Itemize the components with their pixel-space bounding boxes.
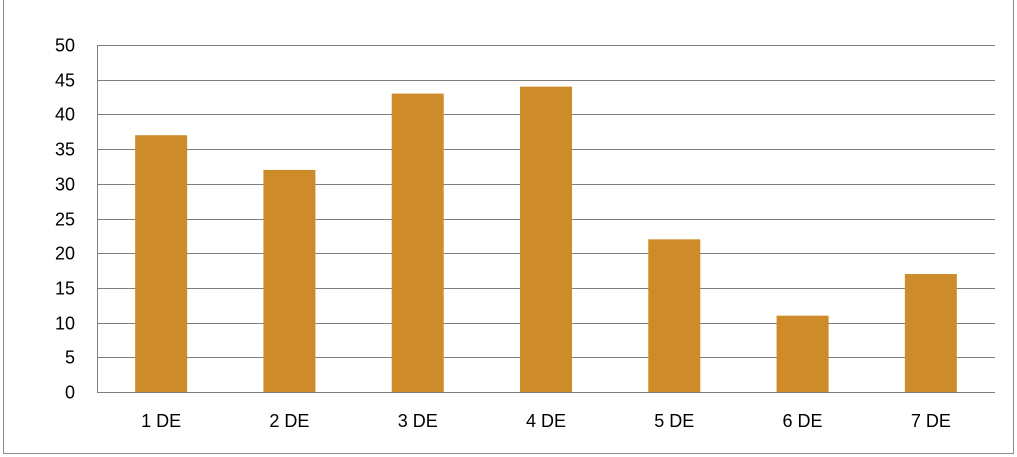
x-tick-label: 5 DE [654, 411, 694, 431]
y-tick-label: 30 [55, 175, 75, 195]
axes [97, 45, 995, 393]
bar-7-de [904, 274, 957, 392]
x-tick-label: 2 DE [269, 411, 309, 431]
bar-1-de [135, 135, 188, 392]
y-tick-label: 50 [55, 36, 75, 56]
x-tick-label: 4 DE [526, 411, 566, 431]
x-axis-tick-labels: 1 DE 2 DE 3 DE 4 DE 5 DE 6 DE 7 DE [141, 411, 951, 431]
y-tick-label: 45 [55, 71, 75, 91]
y-tick-label: 20 [55, 244, 75, 264]
x-tick-label: 3 DE [398, 411, 438, 431]
x-tick-label: 1 DE [141, 411, 181, 431]
x-tick-label: 7 DE [911, 411, 951, 431]
bar-5-de [648, 239, 701, 392]
x-tick-label: 6 DE [783, 411, 823, 431]
bar-6-de [776, 315, 829, 392]
bar-3-de [391, 93, 444, 392]
y-tick-label: 40 [55, 105, 75, 125]
y-tick-label: 0 [65, 383, 75, 403]
bar-4-de [520, 86, 572, 392]
bar-2-de [263, 169, 316, 392]
y-tick-label: 10 [55, 314, 75, 334]
y-tick-label: 25 [55, 210, 75, 230]
bars [135, 86, 957, 392]
y-tick-label: 5 [65, 348, 75, 368]
y-tick-label: 15 [55, 279, 75, 299]
y-tick-label: 35 [55, 140, 75, 160]
y-axis-tick-labels: 0 5 10 15 20 25 30 35 40 45 50 [55, 36, 75, 403]
